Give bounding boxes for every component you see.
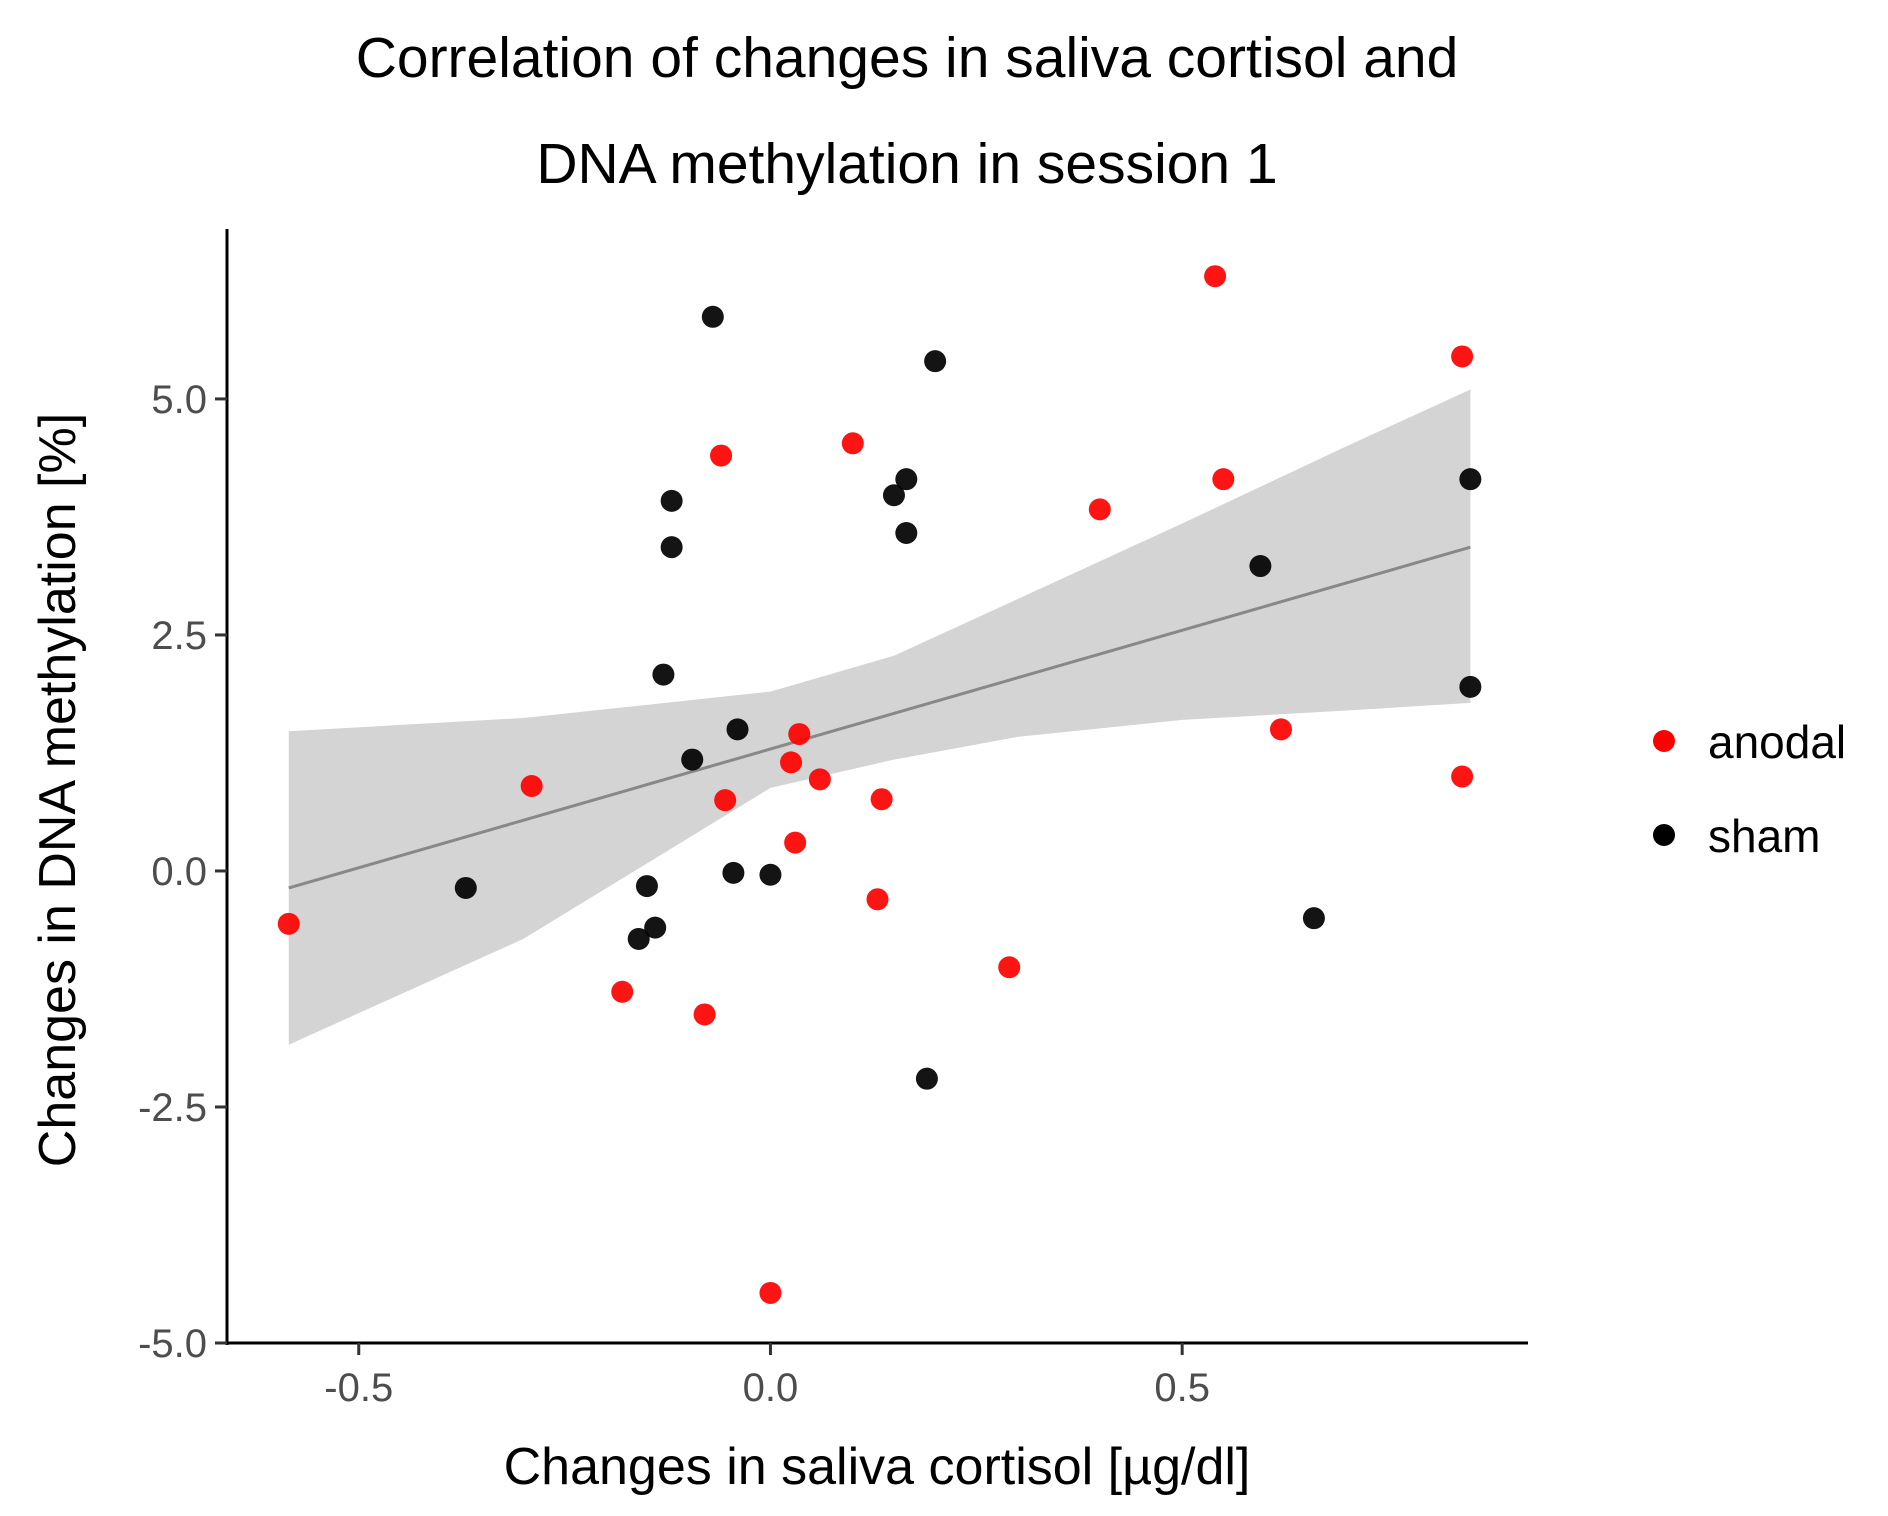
legend-swatch-sham: [1653, 824, 1675, 846]
y-tick-label: 0.0: [151, 850, 207, 894]
point-sham: [644, 916, 667, 939]
point-anodal: [714, 789, 737, 812]
point-sham: [895, 468, 918, 491]
y-axis-title: Changes in DNA methylation [%]: [29, 413, 87, 1167]
point-anodal: [808, 768, 831, 791]
chart-title-line-1: Correlation of changes in saliva cortiso…: [356, 26, 1459, 90]
point-anodal: [870, 788, 893, 811]
point-sham: [681, 748, 704, 771]
point-anodal: [1088, 498, 1111, 521]
plot-area: [277, 265, 1482, 1304]
point-anodal: [1204, 265, 1227, 288]
point-anodal: [277, 912, 300, 935]
point-anodal: [1451, 345, 1474, 368]
regression-line: [288, 545, 1471, 890]
point-sham: [1249, 555, 1272, 578]
point-sham: [1459, 675, 1482, 698]
point-anodal: [759, 1281, 782, 1304]
point-anodal: [1269, 718, 1292, 741]
point-sham: [1459, 468, 1482, 491]
point-sham: [882, 484, 905, 507]
legend-swatch-anodal: [1653, 730, 1675, 752]
point-sham: [701, 305, 724, 328]
point-sham: [660, 489, 683, 512]
point-sham: [722, 861, 745, 884]
point-sham: [635, 875, 658, 898]
point-sham: [924, 350, 947, 373]
legend-label-sham: sham: [1708, 810, 1820, 862]
point-anodal: [710, 444, 733, 467]
point-anodal: [611, 980, 634, 1003]
point-sham: [1302, 907, 1325, 930]
point-anodal: [1451, 765, 1474, 788]
point-anodal: [841, 432, 864, 455]
x-tick-label: -0.5: [324, 1366, 393, 1410]
point-sham: [895, 521, 918, 544]
point-sham: [726, 718, 749, 741]
point-sham: [454, 876, 477, 899]
point-anodal: [866, 888, 889, 911]
point-sham: [652, 663, 675, 686]
chart-title-line-2: DNA methylation in session 1: [536, 132, 1277, 196]
y-tick-label: -2.5: [138, 1086, 207, 1130]
legend-label-anodal: anodal: [1708, 716, 1846, 768]
x-tick-label: 0.0: [743, 1366, 799, 1410]
y-tick-label: -5.0: [138, 1322, 207, 1366]
point-anodal: [1212, 468, 1235, 491]
point-sham: [660, 536, 683, 559]
point-anodal: [784, 831, 807, 854]
point-sham: [915, 1067, 938, 1090]
point-anodal: [788, 723, 811, 746]
y-tick-label: 5.0: [151, 378, 207, 422]
point-anodal: [520, 775, 543, 797]
x-tick-label: 0.5: [1154, 1366, 1210, 1410]
y-tick-label: 2.5: [151, 614, 207, 658]
x-axis-title: Changes in saliva cortisol [µg/dl]: [504, 1438, 1251, 1496]
legend: anodal sham: [1653, 716, 1846, 862]
point-anodal: [693, 1003, 716, 1026]
axis-ticks: -0.5 0.0 0.5 -5.0 -2.5 0.0 2.5 5.0: [138, 378, 1210, 1410]
point-anodal: [780, 751, 803, 774]
point-sham: [759, 863, 782, 886]
point-sham: [627, 927, 650, 950]
point-anodal: [998, 956, 1021, 979]
